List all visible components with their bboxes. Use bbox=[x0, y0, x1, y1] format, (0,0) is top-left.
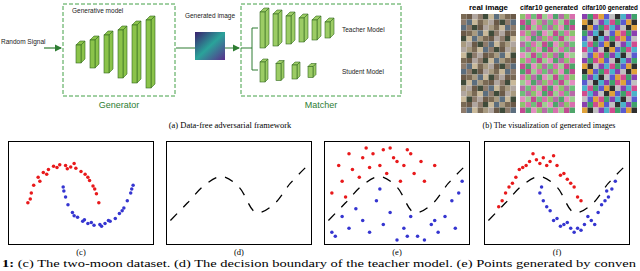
svg-text:(e): (e) bbox=[392, 247, 402, 257]
svg-text:Random Signal: Random Signal bbox=[1, 38, 46, 46]
svg-text:Teacher Model: Teacher Model bbox=[342, 26, 385, 33]
svg-text:cifar10 generated: cifar10 generated bbox=[520, 4, 578, 12]
svg-text:Generated image: Generated image bbox=[185, 12, 236, 20]
svg-text:Student Model: Student Model bbox=[342, 68, 384, 75]
svg-text:(b) The visualization of gener: (b) The visualization of generated image… bbox=[483, 121, 616, 130]
svg-text:real image: real image bbox=[469, 4, 508, 12]
svg-text:(f): (f) bbox=[553, 247, 562, 257]
svg-text:cifar100 generated: cifar100 generated bbox=[582, 4, 638, 12]
svg-text:1: (c) The two-moon dataset. (: 1: (c) The two-moon dataset. (d) The dec… bbox=[2, 259, 636, 270]
svg-text:Generator: Generator bbox=[99, 100, 140, 110]
svg-text:Generative model: Generative model bbox=[72, 7, 124, 14]
svg-text:(c): (c) bbox=[76, 247, 86, 257]
svg-text:(d): (d) bbox=[234, 247, 244, 257]
svg-text:(a) Data-free adversarial fram: (a) Data-free adversarial framework bbox=[169, 120, 292, 130]
svg-text:Matcher: Matcher bbox=[305, 100, 338, 110]
